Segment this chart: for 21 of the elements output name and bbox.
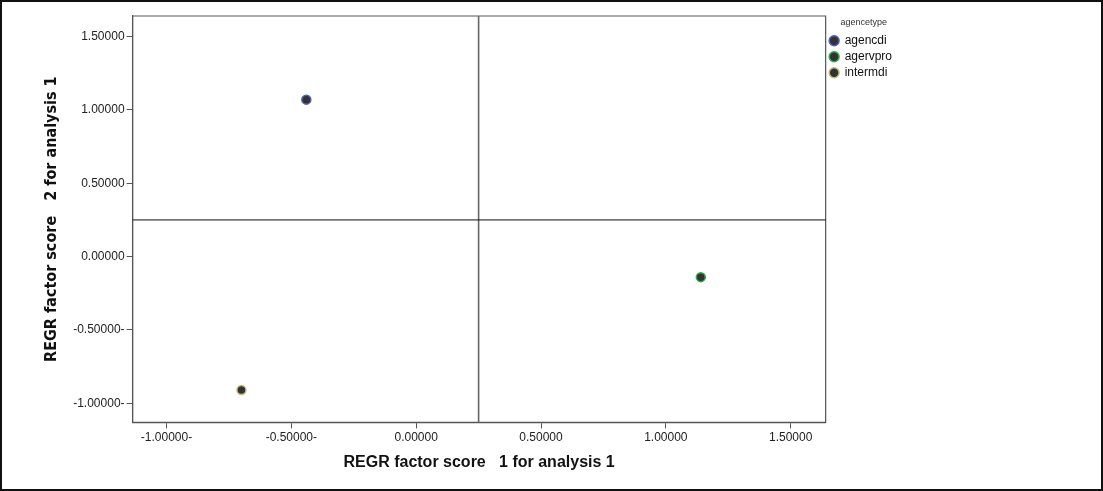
y-tick-label: -0.50000-	[73, 322, 125, 337]
y-tick-label: -1.00000-	[73, 395, 125, 410]
y-tick-label: 0.00000	[81, 248, 125, 263]
legend-label: agencdi	[844, 33, 887, 48]
legend-title: agencetype	[840, 16, 888, 27]
x-tick-label: 1.00000	[644, 429, 688, 444]
x-axis-title: REGR factor score 1 for analysis 1	[343, 452, 615, 470]
y-tick-label: 0.50000	[81, 175, 125, 190]
x-tick-label: 1.50000	[768, 429, 813, 444]
y-tick-label: 1.50000	[81, 28, 125, 43]
y-tick-label: 1.00000	[81, 102, 125, 117]
point	[236, 384, 247, 396]
legend-label: intermdi	[844, 65, 888, 80]
x-tick-label: -0.50000-	[265, 429, 318, 444]
x-tick-label: -1.00000-	[140, 429, 193, 444]
y-axis-title: REGR factor score 2 for analysis 1	[40, 76, 60, 362]
x-tick-label: 0.00000	[394, 429, 439, 444]
x-tick-label: 0.50000	[519, 429, 564, 444]
legend-label: agervpro	[844, 49, 893, 64]
point	[301, 94, 312, 105]
point	[695, 271, 707, 283]
